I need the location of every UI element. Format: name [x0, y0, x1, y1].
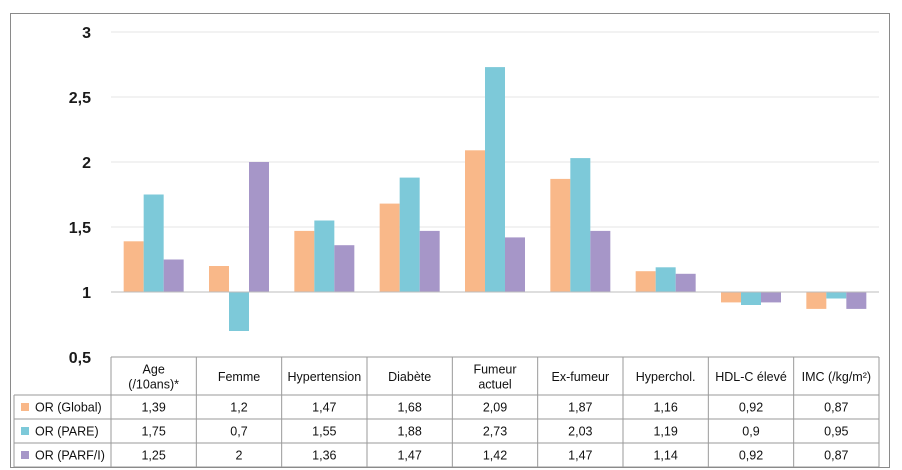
table-cell-value: 1,14 — [653, 449, 677, 463]
table-cell-value: 1,47 — [397, 449, 421, 463]
bar — [846, 292, 867, 309]
table-cell-value: 1,55 — [312, 425, 336, 439]
table-cell-value: 0,92 — [739, 449, 763, 463]
bar — [826, 292, 847, 299]
bar — [741, 292, 761, 305]
legend-label: OR (Global) — [35, 401, 102, 415]
table-cell-value: 0,9 — [742, 425, 759, 439]
bar — [314, 220, 335, 292]
table-cell-value: 1,25 — [141, 449, 165, 463]
table-cell-value: 0,87 — [824, 401, 848, 415]
table-cell-value: 1,88 — [397, 425, 421, 439]
category-label: Femme — [218, 370, 260, 384]
bar — [123, 241, 144, 292]
bar — [505, 237, 525, 292]
y-tick-label: 2 — [82, 155, 91, 172]
bar — [334, 245, 355, 292]
table-cell-value: 1,36 — [312, 449, 336, 463]
bar — [761, 292, 781, 303]
y-tick-label: 1 — [82, 285, 91, 302]
category-label: Fumeur — [473, 363, 516, 377]
legend-label: OR (PARF/I) — [35, 449, 105, 463]
table-cell-value: 1,87 — [568, 401, 592, 415]
table-cell-value: 1,47 — [312, 401, 336, 415]
bar — [379, 203, 400, 292]
y-axis: 0,5 1 1,5 2 2,5 3 — [69, 25, 91, 367]
bar — [465, 150, 485, 292]
bar — [675, 273, 696, 292]
y-tick-label: 2,5 — [69, 90, 91, 107]
category-label: Hyperchol. — [636, 370, 696, 384]
category-label: (/10ans)* — [128, 378, 179, 392]
table-cell-value: 2,09 — [483, 401, 507, 415]
bar — [294, 230, 315, 292]
y-tick-label: 3 — [82, 25, 91, 42]
bar — [485, 67, 505, 292]
category-label: Hypertension — [288, 370, 362, 384]
bar — [249, 162, 269, 292]
bar — [635, 271, 656, 292]
table-cell-value: 1,68 — [397, 401, 421, 415]
bar — [721, 292, 741, 303]
legend-label: OR (PARE) — [35, 425, 99, 439]
bars — [123, 67, 867, 331]
y-tick-label: 0,5 — [69, 350, 91, 367]
category-label: Diabète — [388, 370, 431, 384]
table-cell-value: 1,19 — [653, 425, 677, 439]
bar — [163, 259, 184, 292]
table-cell-value: 2 — [236, 449, 243, 463]
category-label: Age — [143, 363, 165, 377]
table-cell-value: 1,75 — [141, 425, 165, 439]
bar — [419, 230, 440, 292]
legend-key — [21, 403, 29, 411]
category-label: Ex-fumeur — [552, 370, 610, 384]
table-cell-value: 0,92 — [739, 401, 763, 415]
table-cell-value: 1,16 — [653, 401, 677, 415]
bar — [590, 230, 611, 292]
data-table: Age(/10ans)* Femme Hypertension Diabète Fume… — [13, 356, 880, 467]
table-cell-value: 1,47 — [568, 449, 592, 463]
bar — [570, 158, 591, 292]
category-label: actuel — [478, 378, 511, 392]
legend-key — [21, 451, 29, 459]
table-cell-value: 1,2 — [230, 401, 247, 415]
bar — [209, 266, 229, 292]
bar — [229, 292, 249, 331]
bar — [655, 267, 676, 292]
table-cell-value: 2,73 — [483, 425, 507, 439]
y-tick-label: 1,5 — [69, 220, 91, 237]
legend-key — [21, 427, 29, 435]
bar-chart-with-data-table: 0,5 1 1,5 2 2,5 3 Age(/10ans)* Femme Hypertensi… — [13, 25, 880, 467]
bar — [399, 177, 420, 292]
table-cell-value: 0,87 — [824, 449, 848, 463]
table-cell-value: 1,42 — [483, 449, 507, 463]
table-cell-value: 1,39 — [141, 401, 165, 415]
table-cell-value: 0,7 — [230, 425, 247, 439]
chart-frame: 0,5 1 1,5 2 2,5 3 Age (/10ans)* Femme Hypertensi… — [10, 13, 890, 468]
category-label: HDL-C élevé — [715, 370, 787, 384]
bar — [143, 194, 164, 292]
table-cell-value: 0,95 — [824, 425, 848, 439]
bar — [806, 292, 827, 309]
category-label: IMC (/kg/m²) — [802, 370, 871, 384]
table-cell-value: 2,03 — [568, 425, 592, 439]
bar — [550, 178, 571, 292]
